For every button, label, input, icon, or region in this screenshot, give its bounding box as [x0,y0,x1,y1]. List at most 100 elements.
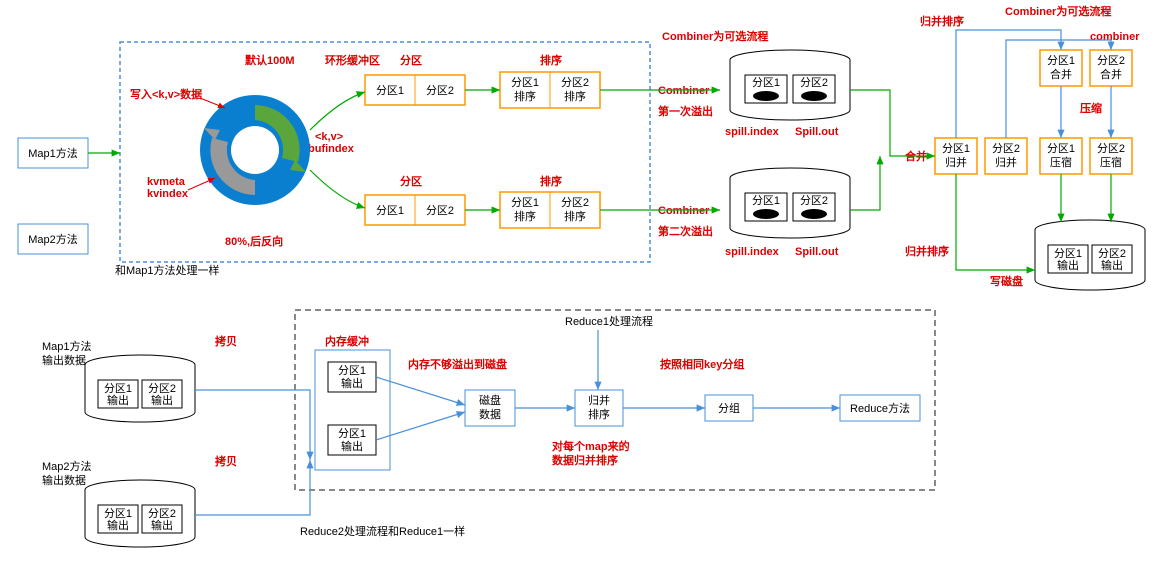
svg-text:分区1: 分区1 [752,194,780,207]
arrow-m1-c1 [956,30,1061,138]
svg-text:分区2: 分区2 [992,142,1020,155]
svg-text:归并: 归并 [945,155,967,169]
lbl-part1: 分区 [400,53,422,67]
arrow-buf-p2 [310,170,365,208]
svg-text:分区1: 分区1 [511,76,539,89]
lbl-copy1: 拷贝 [215,334,237,348]
arrow-db1-merge [850,90,935,156]
m1out-db: 分区1 输出 分区2 输出 [85,355,195,422]
part1-p1: 分区1 [376,84,404,97]
reduce2-note: Reduce2处理流程和Reduce1一样 [300,524,465,538]
svg-text:分区2: 分区2 [1098,247,1126,260]
lbl-kvbuf2: bufindex [308,143,355,155]
svg-text:输出: 输出 [1057,258,1079,272]
svg-text:分区2: 分区2 [426,204,454,217]
svg-text:分区2: 分区2 [800,76,828,89]
svg-text:分区1: 分区1 [338,427,366,440]
svg-text:压宿: 压宿 [1100,155,1122,169]
arrow-mb-disk2 [376,412,465,440]
svg-text:排序: 排序 [564,89,586,103]
arrow-buf-p1 [310,92,365,130]
arrow-copy2 [195,460,310,515]
svg-text:输出: 输出 [107,393,129,407]
lbl-spill1: 第一次溢出 [658,104,713,118]
ring-buffer [200,95,310,205]
lbl-spill2: 第二次溢出 [658,224,713,238]
svg-text:合并: 合并 [1100,67,1122,81]
lbl-spillout2: Spill.out [795,246,839,258]
svg-text:排序: 排序 [514,209,536,223]
lbl-kvbuf1: <k,v> [315,131,343,143]
lbl-combiner2: combiner [1090,31,1140,43]
lbl-mergenote1: 对每个map来的 [552,439,630,453]
svg-text:分区1: 分区1 [942,142,970,155]
svg-text:分区1: 分区1 [1047,54,1075,67]
lbl-membuf: 内存缓冲 [325,334,369,348]
map1-label: Map1方法 [28,146,78,160]
svg-text:分区1: 分区1 [104,507,132,520]
svg-text:数据: 数据 [479,407,501,421]
lbl-flip: 80%,后反向 [225,234,283,248]
lbl-comb1: Combiner [658,85,710,97]
svg-text:输出: 输出 [151,518,173,532]
svg-text:排序: 排序 [588,407,610,421]
svg-text:分区1: 分区1 [104,382,132,395]
m1out-l1: Map1方法 [42,339,92,353]
svg-text:分区2: 分区2 [561,196,589,209]
lbl-spillidx2: spill.index [725,246,780,258]
lbl-kvmeta1: kvmeta [147,176,186,188]
spill-db1: 分区1 分区2 [730,50,850,120]
lbl-spillidx1: spill.index [725,126,780,138]
svg-text:压宿: 压宿 [1050,155,1072,169]
lbl-copy2: 拷贝 [215,454,237,468]
lbl-comb2: Combiner [658,205,710,217]
part1-p2: 分区2 [426,84,454,97]
svg-text:输出: 输出 [341,439,363,453]
svg-text:归并: 归并 [995,155,1017,169]
map2-note: 和Map1方法处理一样 [115,263,220,277]
lbl-spillout1: Spill.out [795,126,839,138]
svg-text:分区2: 分区2 [800,194,828,207]
lbl-kvwrite: 写入<k,v>数据 [130,87,202,101]
arrow-db2-merge [850,156,880,210]
lbl-mergesort2: 归并排序 [905,244,949,258]
svg-text:分区1: 分区1 [338,364,366,377]
lbl-writedisk: 写磁盘 [990,274,1023,288]
reduce-title: Reduce1处理流程 [565,314,653,328]
arrow-copy1 [195,390,310,460]
arrow-merge-out [956,174,1035,270]
svg-text:分区1: 分区1 [752,76,780,89]
lbl-spillmsg: 内存不够溢出到磁盘 [408,357,507,371]
lbl-ring: 环形缓冲区 [325,53,380,67]
lbl-sort1: 排序 [540,53,562,67]
m2out-l2: 输出数据 [42,473,86,487]
svg-text:分区2: 分区2 [561,76,589,89]
svg-text:分区1: 分区1 [511,196,539,209]
lbl-kvmeta2: kvindex [147,188,189,200]
lbl-comb-opt1: Combiner为可选流程 [662,29,768,43]
svg-text:分区1: 分区1 [1047,142,1075,155]
m1out-l2: 输出数据 [42,353,86,367]
lbl-comb-opt2: Combiner为可选流程 [1005,4,1111,18]
lbl-sort2: 排序 [540,174,562,188]
svg-text:分区2: 分区2 [148,507,176,520]
lbl-compress: 压缩 [1080,101,1102,115]
svg-text:输出: 输出 [151,393,173,407]
svg-text:排序: 排序 [564,209,586,223]
svg-text:Reduce方法: Reduce方法 [850,401,910,415]
lbl-mergesort1: 归并排序 [920,14,964,28]
svg-text:归并: 归并 [588,393,610,407]
lbl-groupnote: 按照相同key分组 [660,357,744,371]
output-db: 分区1 输出 分区2 输出 [1035,220,1145,290]
svg-text:分组: 分组 [718,401,740,415]
lbl-mergenote2: 数据归并排序 [552,453,618,467]
svg-text:输出: 输出 [1101,258,1123,272]
svg-text:排序: 排序 [514,89,536,103]
lbl-default: 默认100M [245,53,295,67]
arrow-mb-disk1 [376,377,465,405]
lbl-part2: 分区 [400,174,422,188]
svg-text:输出: 输出 [107,518,129,532]
m2out-db: 分区1 输出 分区2 输出 [85,480,195,547]
svg-text:分区1: 分区1 [376,204,404,217]
svg-text:合并: 合并 [1050,67,1072,81]
